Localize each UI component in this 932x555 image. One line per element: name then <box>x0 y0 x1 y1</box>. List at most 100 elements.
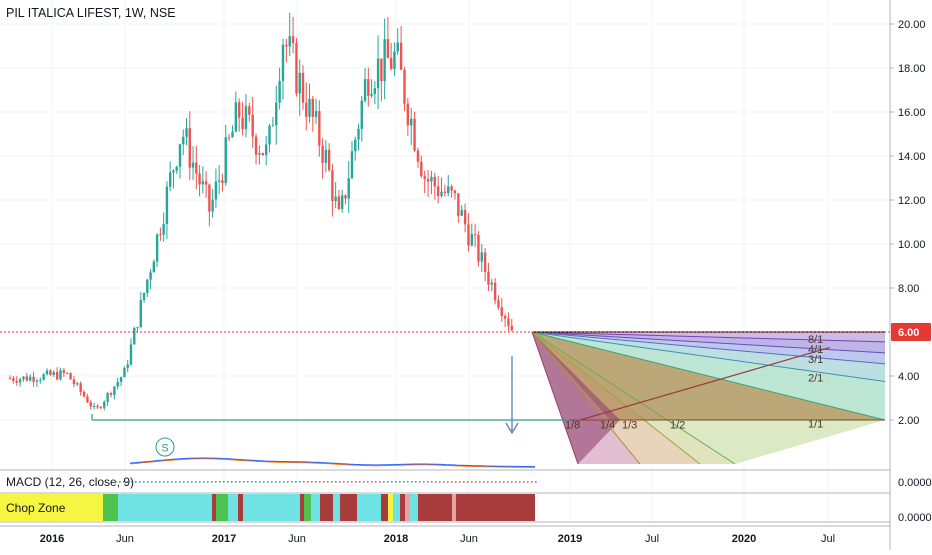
candle-body <box>376 58 380 89</box>
macd-histogram-bar <box>267 481 269 483</box>
gann-purple-zone <box>532 332 620 464</box>
macd-histogram-bar <box>275 481 277 483</box>
candle-body <box>62 370 66 373</box>
macd-histogram-bar <box>319 481 321 483</box>
time-tick-label: Jul <box>821 533 835 545</box>
candle-body <box>264 144 268 155</box>
candle-body <box>155 234 159 262</box>
gann-label: 1/4 <box>600 419 615 431</box>
candle-body <box>500 307 503 317</box>
candle-body <box>82 391 86 397</box>
candle-body <box>99 407 103 409</box>
candle-body <box>123 367 126 378</box>
chop-zone-bar <box>212 494 216 521</box>
time-tick-label: 2018 <box>384 533 408 545</box>
chop-zone-bar <box>311 494 320 521</box>
candle-body <box>360 100 363 129</box>
candle-body <box>363 79 367 101</box>
macd-histogram-bar <box>475 481 477 483</box>
candle-body <box>126 364 129 368</box>
macd-histogram-bar <box>279 481 281 483</box>
macd-histogram-bar <box>479 481 481 483</box>
gann-ray <box>531 331 886 354</box>
candle-body <box>271 125 275 127</box>
macd-histogram-bar <box>495 481 497 483</box>
chop-zone-bar <box>357 494 362 521</box>
macd-pane[interactable]: MACD (12, 26, close, 9) 0.0000 <box>0 457 932 489</box>
candle-body <box>103 401 106 408</box>
macd-histogram-bar <box>155 481 157 483</box>
macd-histogram-bar <box>499 481 501 483</box>
macd-histogram-bar <box>259 481 261 483</box>
macd-histogram-bar <box>383 481 385 483</box>
candle-body <box>109 393 113 395</box>
chart-title: PIL ITALICA LIFEST, 1W, NSE <box>6 6 176 20</box>
macd-histogram-bar <box>215 481 217 483</box>
macd-histogram-bar <box>255 481 257 483</box>
macd-histogram-bar <box>511 481 513 483</box>
gann-label: 3/1 <box>808 354 823 366</box>
macd-histogram-bar <box>431 481 433 483</box>
candles <box>8 12 513 411</box>
signal-marker-label: S <box>161 443 168 455</box>
chop-zone-bar <box>400 494 405 521</box>
interval-label[interactable]: 1W <box>124 6 143 20</box>
candle-body <box>393 51 396 69</box>
candle-body <box>139 299 142 328</box>
time-axis[interactable]: 2016 Jun 2017 Jun 2018 Jun 2019 Jul 2020 Jul <box>0 525 890 545</box>
macd-histogram-bar <box>515 481 517 483</box>
candle-body <box>350 151 354 179</box>
time-tick-label: 2020 <box>732 533 756 545</box>
candle-body <box>241 117 244 130</box>
candle-body <box>52 372 55 375</box>
price-axis[interactable]: 20.00 18.00 16.00 14.00 12.00 10.00 8.00 4.00 2.… <box>889 0 932 550</box>
symbol-name[interactable]: PIL ITALICA LIFEST <box>6 6 118 20</box>
candle-body <box>35 380 39 382</box>
candle-body <box>288 36 291 47</box>
macd-histogram-bar <box>123 481 125 483</box>
candle-body <box>8 378 12 380</box>
price-tick-label: 4.00 <box>898 371 919 383</box>
chop-zone-bar <box>118 494 212 521</box>
gann-ray <box>531 331 579 465</box>
down-arrow-head <box>505 422 519 435</box>
candle-body <box>106 393 109 402</box>
current-price-badge <box>891 323 931 341</box>
candle-body <box>96 406 99 408</box>
candle-body <box>162 224 165 235</box>
macd-histogram-bar <box>187 481 189 483</box>
macd-histogram-bar <box>127 481 129 483</box>
macd-histogram-bar <box>363 481 365 483</box>
candle-body <box>340 195 344 210</box>
gann-diagonal <box>579 346 831 421</box>
macd-histogram-bar <box>191 481 193 483</box>
candle-body <box>295 43 298 94</box>
candle-body <box>450 186 453 191</box>
price-tick-label: 18.00 <box>898 63 926 75</box>
macd-histogram-bar <box>179 481 181 483</box>
exchange-label: NSE <box>149 6 176 20</box>
gann-fan[interactable]: 8/14/13/1 2/1 1/1 1/2 1/3 1/4 1/8 <box>531 331 886 465</box>
chop-zone-label: Chop Zone <box>6 501 66 515</box>
gann-label: 1/3 <box>622 419 637 431</box>
macd-histogram-bar <box>283 481 285 483</box>
candle-body <box>420 161 423 177</box>
candle-body <box>211 199 214 212</box>
macd-histogram-bar <box>367 481 369 483</box>
candle-body <box>113 386 116 395</box>
candle-body <box>92 406 96 408</box>
candle-body <box>76 383 79 385</box>
candle-body <box>221 180 224 184</box>
candle-body <box>172 170 175 173</box>
chop-pane[interactable]: Chop Zone 0.0000 <box>0 492 932 524</box>
chop-zone-bar <box>304 494 311 521</box>
candle-body <box>198 173 201 185</box>
candle-body <box>178 144 182 167</box>
candle-body <box>337 196 341 210</box>
candle-body <box>403 69 406 104</box>
candle-body <box>327 149 331 171</box>
gann-label: 1/8 <box>565 419 580 431</box>
candle-body <box>380 58 383 82</box>
